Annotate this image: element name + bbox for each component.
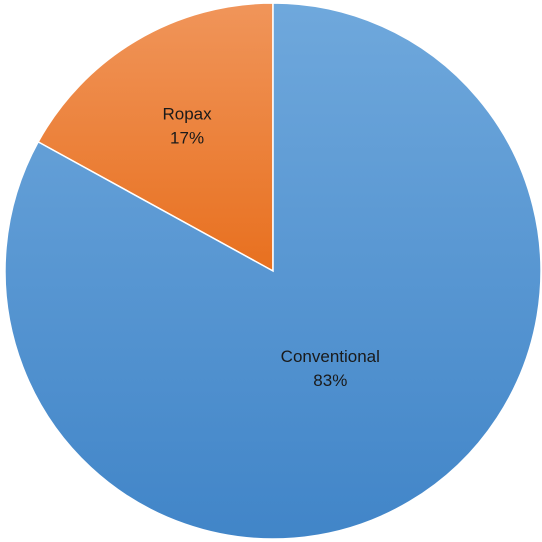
pie-slice-conventional [4,2,542,540]
slice-percent-ropax: 17% [170,129,204,148]
pie-slice-ropax [37,2,274,273]
labels-layer: Ropax 17% Conventional 83% [162,105,379,390]
slices-layer [4,2,542,540]
slice-label-ropax: Ropax [162,105,212,124]
slice-label-conventional: Conventional [281,347,380,366]
slice-percent-conventional: 83% [313,371,347,390]
